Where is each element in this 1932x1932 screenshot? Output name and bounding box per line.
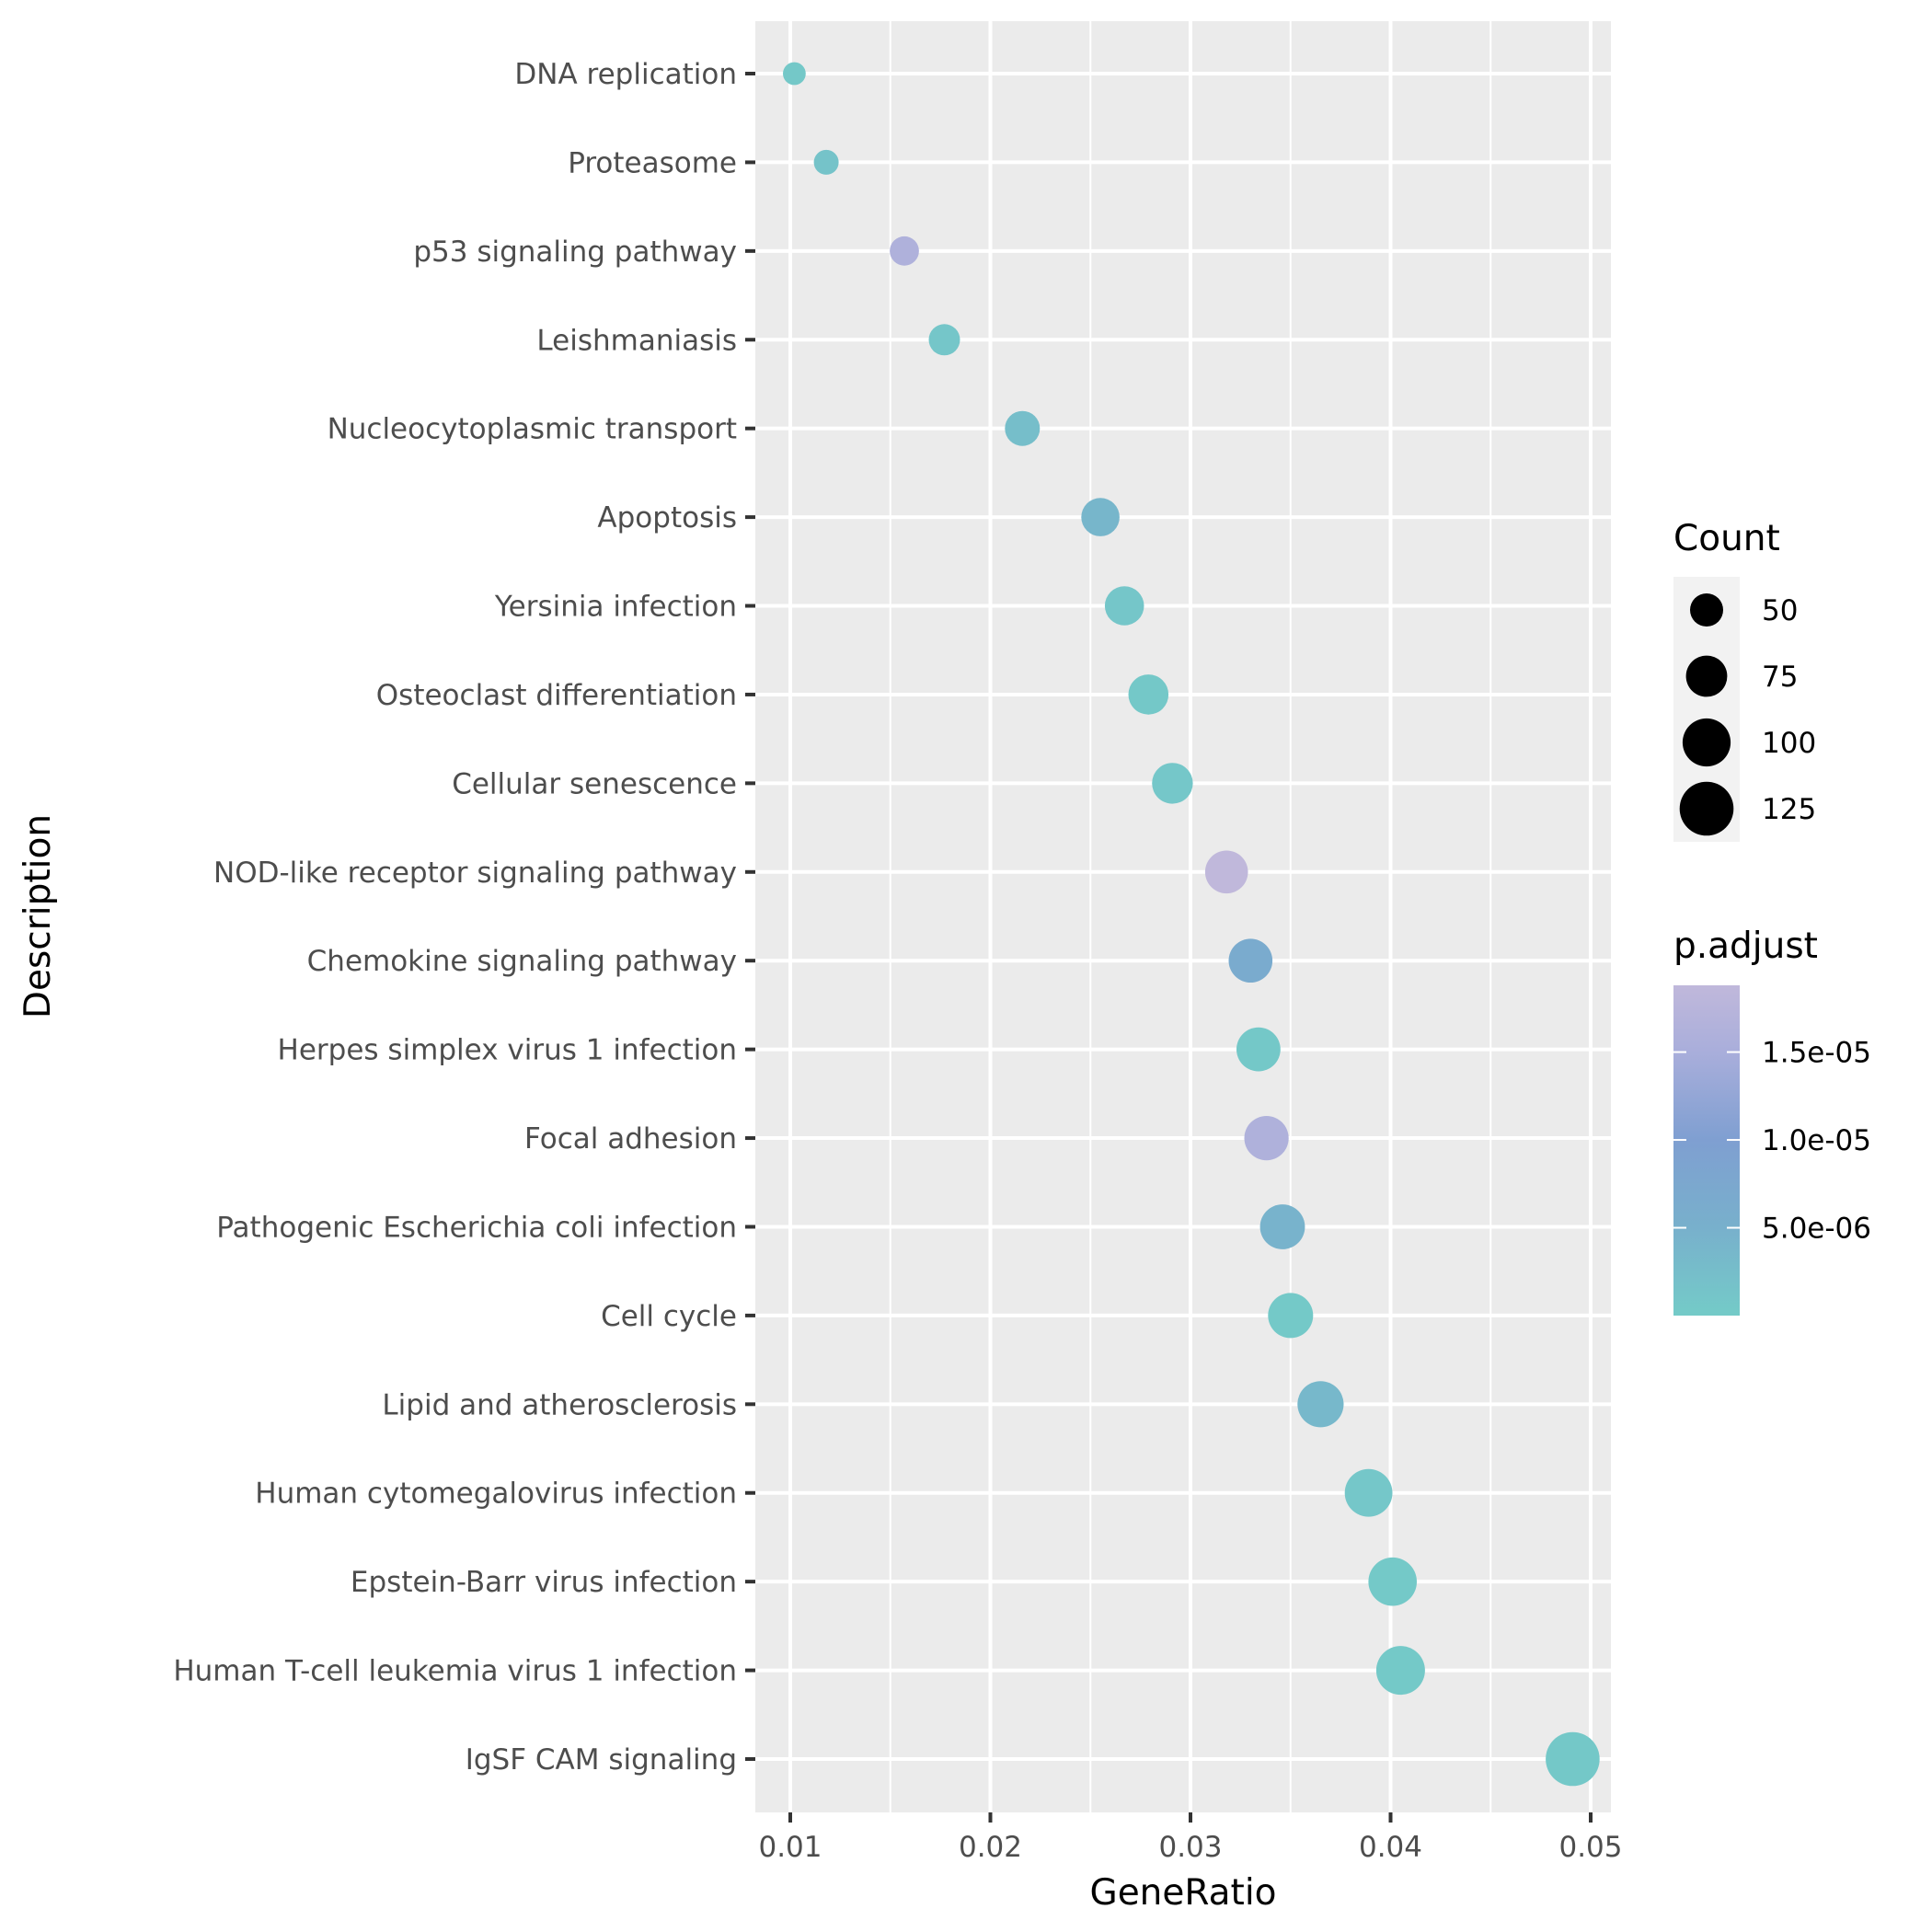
y-tick-label: Apoptosis — [597, 501, 737, 535]
x-tick-label: 0.01 — [758, 1831, 822, 1864]
x-axis: 0.01 0.02 0.03 0.04 0.05 — [758, 1812, 1623, 1864]
y-tick-label: Cell cycle — [601, 1300, 737, 1333]
y-tick-label: Human cytomegalovirus infection — [255, 1478, 737, 1511]
data-point — [928, 324, 960, 356]
colorbar-label: 1.0e-05 — [1762, 1124, 1871, 1157]
data-point — [1546, 1731, 1600, 1787]
data-point — [1104, 586, 1144, 626]
x-tick-label: 0.04 — [1359, 1831, 1422, 1864]
data-point — [1236, 1027, 1281, 1072]
size-legend-key — [1690, 593, 1723, 627]
size-legend-key — [1679, 781, 1734, 836]
data-point — [1128, 674, 1169, 715]
data-point — [1368, 1557, 1417, 1606]
y-tick-label: NOD-like receptor signaling pathway — [213, 857, 737, 890]
colorbar — [1673, 985, 1740, 1316]
size-legend-label: 50 — [1762, 594, 1798, 627]
y-tick-label: Lipid and atherosclerosis — [382, 1388, 737, 1421]
data-point — [1344, 1468, 1393, 1517]
y-axis-title: Description — [17, 814, 59, 1018]
data-point — [1228, 938, 1273, 983]
y-tick-label: Cellular senescence — [452, 767, 737, 800]
y-tick-label: Leishmaniasis — [536, 324, 737, 357]
y-tick-label: Pathogenic Escherichia coli infection — [216, 1211, 737, 1244]
size-legend: Count 50 75 100 125 — [1673, 518, 1816, 842]
data-point — [1244, 1116, 1289, 1161]
size-legend-label: 75 — [1762, 661, 1798, 694]
y-tick-label: Nucleocytoplasmic transport — [328, 413, 737, 446]
data-point — [813, 149, 839, 175]
y-tick-label: Herpes simplex virus 1 infection — [278, 1034, 737, 1067]
y-tick-label: Yersinia infection — [494, 591, 737, 624]
x-tick-label: 0.02 — [959, 1831, 1022, 1864]
size-legend-label: 100 — [1762, 727, 1816, 760]
y-tick-label: Human T-cell leukemia virus 1 infection — [173, 1655, 737, 1688]
size-legend-key — [1682, 718, 1731, 767]
x-tick-label: 0.05 — [1558, 1831, 1622, 1864]
y-tick-label: Focal adhesion — [524, 1122, 737, 1156]
y-axis: DNA replication Proteasome p53 signaling p… — [173, 58, 755, 1777]
data-point — [1005, 410, 1041, 446]
data-point — [1081, 498, 1120, 536]
y-tick-label: p53 signaling pathway — [413, 236, 737, 269]
major-gridlines — [755, 21, 1611, 1812]
data-point — [1268, 1293, 1314, 1339]
x-axis-title: GeneRatio — [1089, 1872, 1276, 1914]
minor-gridlines — [889, 21, 1492, 1812]
data-point — [1204, 850, 1248, 894]
y-tick-label: IgSF CAM signaling — [466, 1743, 737, 1777]
colorbar-label: 5.0e-06 — [1762, 1213, 1871, 1246]
colorbar-label: 1.5e-05 — [1762, 1037, 1871, 1070]
data-point — [783, 62, 806, 86]
data-point — [1259, 1204, 1305, 1249]
y-tick-label: Proteasome — [568, 146, 737, 179]
y-tick-label: Osteoclast differentiation — [376, 679, 737, 712]
size-legend-label: 125 — [1762, 793, 1816, 826]
color-legend: p.adjust 5.0e-06 1.0e-05 1.5e-05 — [1673, 926, 1871, 1316]
y-tick-label: DNA replication — [514, 58, 737, 91]
x-tick-label: 0.03 — [1158, 1831, 1222, 1864]
data-point — [1375, 1646, 1425, 1696]
data-point — [1152, 763, 1193, 804]
data-points — [783, 62, 1600, 1787]
y-tick-label: Chemokine signaling pathway — [307, 945, 737, 978]
color-legend-title: p.adjust — [1673, 926, 1818, 967]
size-legend-key — [1685, 655, 1728, 697]
data-point — [1297, 1381, 1344, 1428]
plot-panel — [755, 21, 1611, 1812]
data-point — [890, 236, 919, 266]
y-tick-label: Epstein-Barr virus infection — [351, 1566, 737, 1599]
size-legend-title: Count — [1673, 518, 1780, 559]
